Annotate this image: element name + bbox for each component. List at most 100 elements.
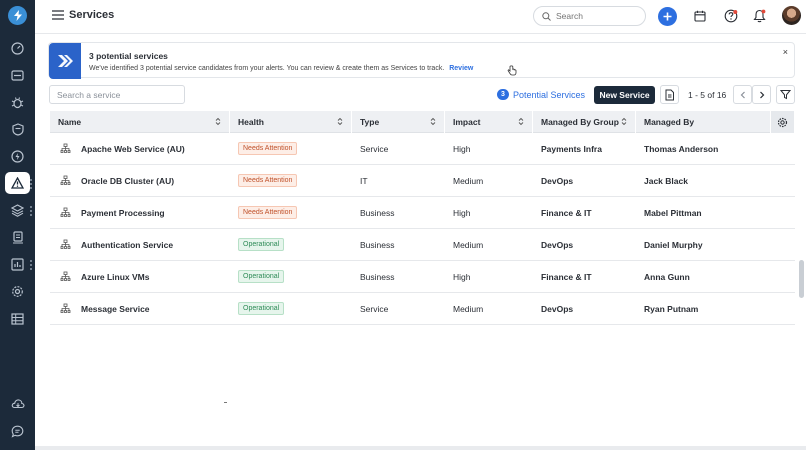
search-input[interactable] [556,11,636,21]
sort-icon[interactable] [337,117,343,126]
chevron-right-icon [759,91,764,98]
more-dots-icon[interactable] [30,260,33,270]
double-chevron-icon [49,43,81,79]
service-hierarchy-icon [57,301,73,317]
health-badge: Needs Attention [238,142,298,155]
bug-icon[interactable] [9,94,26,111]
impact-cell: High [453,271,471,282]
column-header-managed-by[interactable]: Managed By [636,111,771,133]
message-icon[interactable] [9,423,26,440]
chart-icon[interactable] [9,256,26,273]
bell-icon[interactable] [751,8,767,24]
vertical-scrollbar[interactable] [799,260,804,298]
sort-icon[interactable] [518,117,524,126]
table-row[interactable]: Azure Linux VMs Operational Business High Fi… [50,261,795,293]
managed-by-cell: Mabel Pittman [644,207,702,218]
service-name-cell[interactable]: Azure Linux VMs [50,261,230,293]
column-header-managed-by-group[interactable]: Managed By Group [533,111,636,133]
service-search-input[interactable] [49,85,185,104]
health-cell: Needs Attention [230,133,352,165]
sort-icon[interactable] [430,117,436,126]
horizontal-scrollbar[interactable] [35,446,806,450]
managed-by-group-cell: DevOps [541,239,574,250]
export-button[interactable] [660,85,679,104]
type-cell: Business [360,207,395,218]
table-row[interactable]: Oracle DB Cluster (AU) Needs Attention IT M… [50,165,795,197]
next-page-button[interactable] [752,85,771,104]
service-name[interactable]: Apache Web Service (AU) [81,143,185,154]
hamburger-menu-icon[interactable] [52,10,64,21]
health-cell: Operational [230,261,352,293]
more-dots-icon[interactable] [30,206,33,216]
potential-services-link[interactable]: 3 Potential Services [497,89,585,100]
health-badge: Needs Attention [238,206,298,219]
create-button[interactable] [658,7,677,26]
page-title: Services [69,9,115,21]
sidebar [0,0,35,450]
more-dots-icon[interactable] [30,179,33,189]
document-icon[interactable] [9,229,26,246]
managed-by-group-cell: Payments Infra [541,143,602,154]
table-row[interactable]: Payment Processing Needs Attention Busines… [50,197,795,229]
health-badge: Operational [238,302,285,315]
table-row[interactable]: Authentication Service Operational Busines… [50,229,795,261]
close-icon[interactable]: × [782,47,788,57]
health-badge: Operational [238,238,285,251]
global-search[interactable] [533,6,646,26]
gauge-icon[interactable] [9,40,26,57]
lightning-icon[interactable] [9,148,26,165]
user-avatar[interactable] [782,6,801,25]
export-document-icon [665,89,674,100]
service-name-cell[interactable]: Message Service [50,293,230,325]
service-hierarchy-icon [57,173,73,189]
shield-icon[interactable] [9,121,26,138]
review-link[interactable]: Review [449,65,474,72]
managed-by-group-cell: DevOps [541,175,574,186]
cloud-icon[interactable] [9,395,26,412]
service-name[interactable]: Authentication Service [81,239,174,250]
layers-icon[interactable] [9,202,26,219]
sort-icon[interactable] [215,117,221,126]
service-name-cell[interactable]: Oracle DB Cluster (AU) [50,165,230,197]
column-header-impact[interactable]: Impact [445,111,533,133]
server-icon[interactable] [9,67,26,84]
managed-by-cell: Anna Gunn [644,271,690,282]
bolt-icon[interactable] [8,6,27,25]
new-service-button[interactable]: New Service [594,86,655,104]
health-cell: Operational [230,229,352,261]
table-row[interactable]: Message Service Operational Service Medium D… [50,293,795,325]
column-settings-icon[interactable] [771,111,795,133]
type-cell: Service [360,143,389,154]
alert-triangle-icon[interactable] [5,172,30,194]
filter-button[interactable] [776,85,795,104]
column-header-type[interactable]: Type [352,111,445,133]
service-name-cell[interactable]: Apache Web Service (AU) [50,133,230,165]
prev-page-button[interactable] [733,85,752,104]
managed-by-group-cell: Finance & IT [541,271,592,282]
service-name[interactable]: Oracle DB Cluster (AU) [81,175,175,186]
search-icon [542,11,551,21]
managed-by-cell: Thomas Anderson [644,143,719,154]
service-name[interactable]: Message Service [81,303,150,314]
type-cell: Business [360,239,395,250]
column-header-name[interactable]: Name [50,111,230,133]
table-icon[interactable] [9,310,26,327]
service-hierarchy-icon [57,205,73,221]
table-row[interactable]: Apache Web Service (AU) Needs Attention Se… [50,133,795,165]
service-name[interactable]: Azure Linux VMs [81,271,150,282]
managed-by-group-cell: Finance & IT [541,207,592,218]
calendar-icon[interactable] [692,8,708,24]
impact-cell: Medium [453,303,484,314]
service-name[interactable]: Payment Processing [81,207,165,218]
chevron-left-icon [740,91,745,98]
gear-icon[interactable] [9,283,26,300]
help-icon[interactable] [723,8,739,24]
service-name-cell[interactable]: Payment Processing [50,197,230,229]
managed-by-cell: Daniel Murphy [644,239,703,250]
service-name-cell[interactable]: Authentication Service [50,229,230,261]
services-table: Name Health Type Impact Managed By Group… [50,111,795,325]
column-header-health[interactable]: Health [230,111,352,133]
sort-icon[interactable] [621,117,627,126]
health-cell: Operational [230,293,352,325]
service-hierarchy-icon [57,269,73,285]
